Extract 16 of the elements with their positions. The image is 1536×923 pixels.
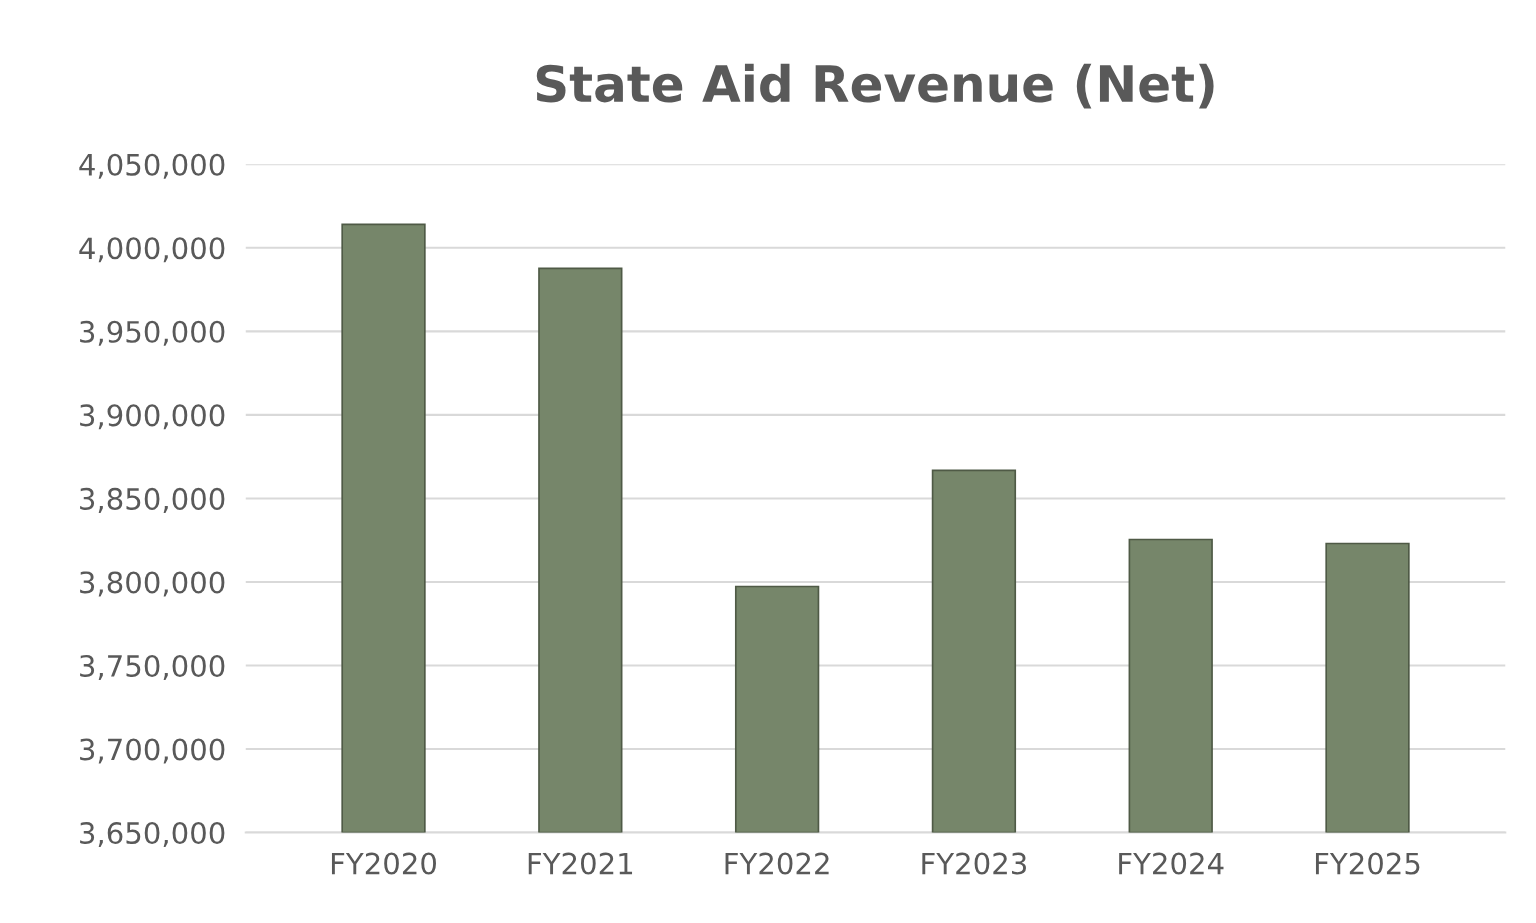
x-tick-label: FY2025 (1315, 852, 1420, 875)
y-tick-label: 3,700,000 (80, 738, 225, 764)
x-tick-label: FY2024 (1119, 852, 1224, 875)
y-tick-label: 3,900,000 (80, 404, 225, 430)
chart-title: State Aid Revenue (Net) (536, 63, 1214, 109)
y-tick-label: 4,000,000 (79, 237, 225, 263)
x-tick-label: FY2023 (922, 852, 1026, 875)
x-tick-label: FY2021 (528, 852, 633, 875)
y-tick-label: 4,050,000 (79, 153, 225, 179)
y-tick-label: 3,650,000 (80, 821, 225, 848)
y-tick-label: 3,800,000 (80, 571, 225, 597)
y-tick-label: 3,950,000 (80, 320, 225, 346)
y-tick-label: 3,750,000 (80, 654, 225, 680)
x-tick-label: FY2022 (725, 852, 829, 875)
x-tick-label: FY2020 (331, 852, 436, 875)
y-tick-label: 3,850,000 (80, 487, 225, 513)
